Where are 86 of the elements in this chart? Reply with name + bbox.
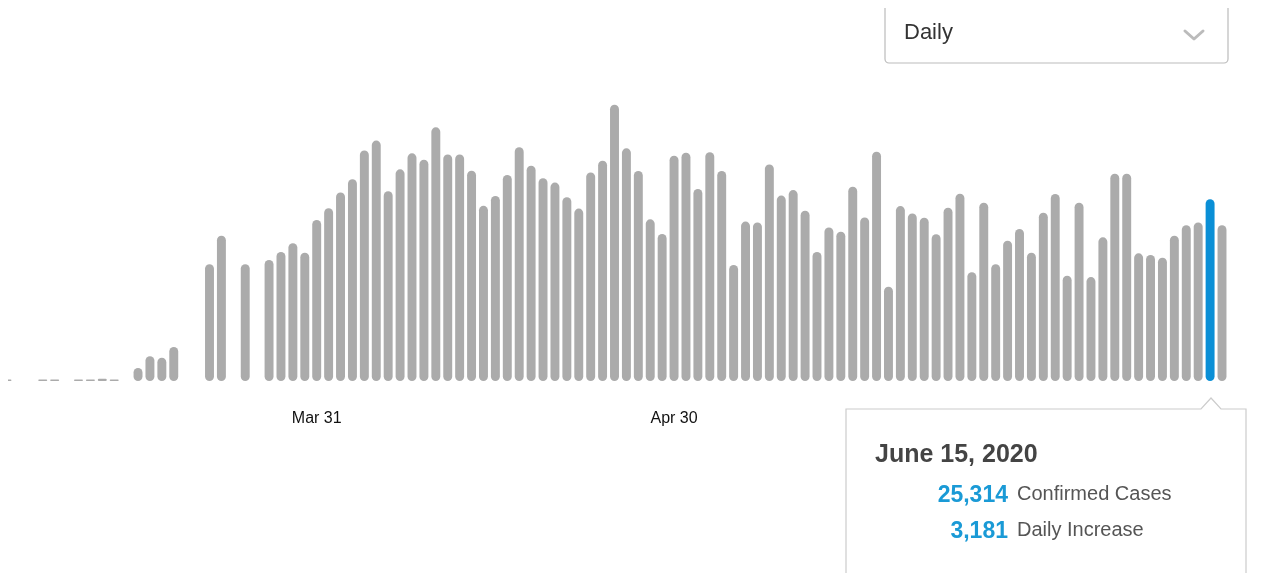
bar: [157, 357, 167, 381]
bar: [586, 172, 596, 381]
bar: [669, 155, 679, 381]
bar: [764, 164, 774, 381]
x-tick-label: Apr 30: [650, 409, 698, 426]
bar: [1205, 199, 1215, 381]
bar: [419, 159, 429, 381]
x-tick-label: Mar 31: [291, 409, 342, 426]
bar: [1157, 257, 1167, 381]
bar: [526, 165, 536, 381]
bar: [1134, 253, 1144, 381]
bar: [645, 219, 655, 381]
bar: [1026, 252, 1036, 381]
bar: [395, 169, 405, 381]
bar: [717, 171, 727, 381]
bar: [621, 148, 631, 381]
bar: [1122, 173, 1132, 381]
bar: [574, 208, 584, 381]
bar: [657, 234, 667, 381]
bar: [1169, 235, 1179, 381]
bar: [455, 154, 465, 381]
bar: [264, 259, 274, 381]
bar: [598, 160, 608, 381]
bar: [788, 190, 798, 381]
bar: [610, 104, 619, 381]
bar: [359, 150, 369, 381]
bar: [371, 140, 381, 381]
bar: [633, 171, 643, 381]
bar: [1003, 240, 1013, 381]
bar: [931, 234, 941, 381]
bar: [1110, 173, 1120, 381]
bar: [895, 206, 905, 381]
bar: [383, 191, 393, 381]
bar: [991, 264, 1001, 381]
bar: [884, 286, 893, 381]
bar: [324, 208, 334, 381]
bar: [1062, 275, 1072, 381]
bar: [1050, 193, 1060, 381]
bar: [467, 170, 477, 381]
bar: [514, 147, 524, 381]
bar: [860, 217, 870, 381]
bar: [145, 356, 155, 381]
bar: [1193, 222, 1203, 381]
bar: [1181, 225, 1191, 381]
bar: [1146, 255, 1155, 381]
bar: [240, 264, 250, 381]
bar: [907, 213, 917, 381]
bar: [288, 243, 298, 381]
bar: [216, 235, 226, 381]
bar: [836, 231, 846, 381]
bar: [502, 174, 512, 381]
bar: [1098, 237, 1108, 381]
bar: [312, 219, 322, 381]
bar: [800, 210, 810, 381]
bar: [705, 152, 715, 381]
text: Daily: [904, 19, 953, 44]
bar: [967, 272, 977, 381]
bar: [741, 221, 750, 381]
bar: [979, 202, 989, 381]
bar: [490, 195, 500, 381]
bar: [872, 151, 882, 381]
bar: [955, 193, 965, 381]
text: June 15, 2020: [875, 439, 1038, 467]
bar: [919, 217, 929, 381]
bar: [729, 264, 739, 381]
bar: [550, 182, 560, 381]
bar: [336, 192, 345, 381]
bar: [824, 227, 834, 381]
bar: [347, 179, 357, 381]
bar: [693, 188, 703, 381]
bar: [1074, 202, 1084, 381]
bar: [431, 127, 441, 381]
bar: [752, 222, 762, 381]
bar: [169, 347, 179, 381]
bar: [776, 195, 786, 381]
bar: [1038, 212, 1048, 381]
bar: [848, 186, 858, 381]
text: 3,181 Daily Increase: [950, 517, 1144, 543]
bar: [97, 378, 107, 381]
text: 25,314 Confirmed Cases: [937, 481, 1172, 507]
bar: [443, 154, 453, 381]
bar: [205, 264, 214, 381]
bar: [1015, 229, 1024, 381]
bar: [300, 252, 310, 381]
bar: [562, 197, 572, 381]
bar: [479, 205, 488, 381]
